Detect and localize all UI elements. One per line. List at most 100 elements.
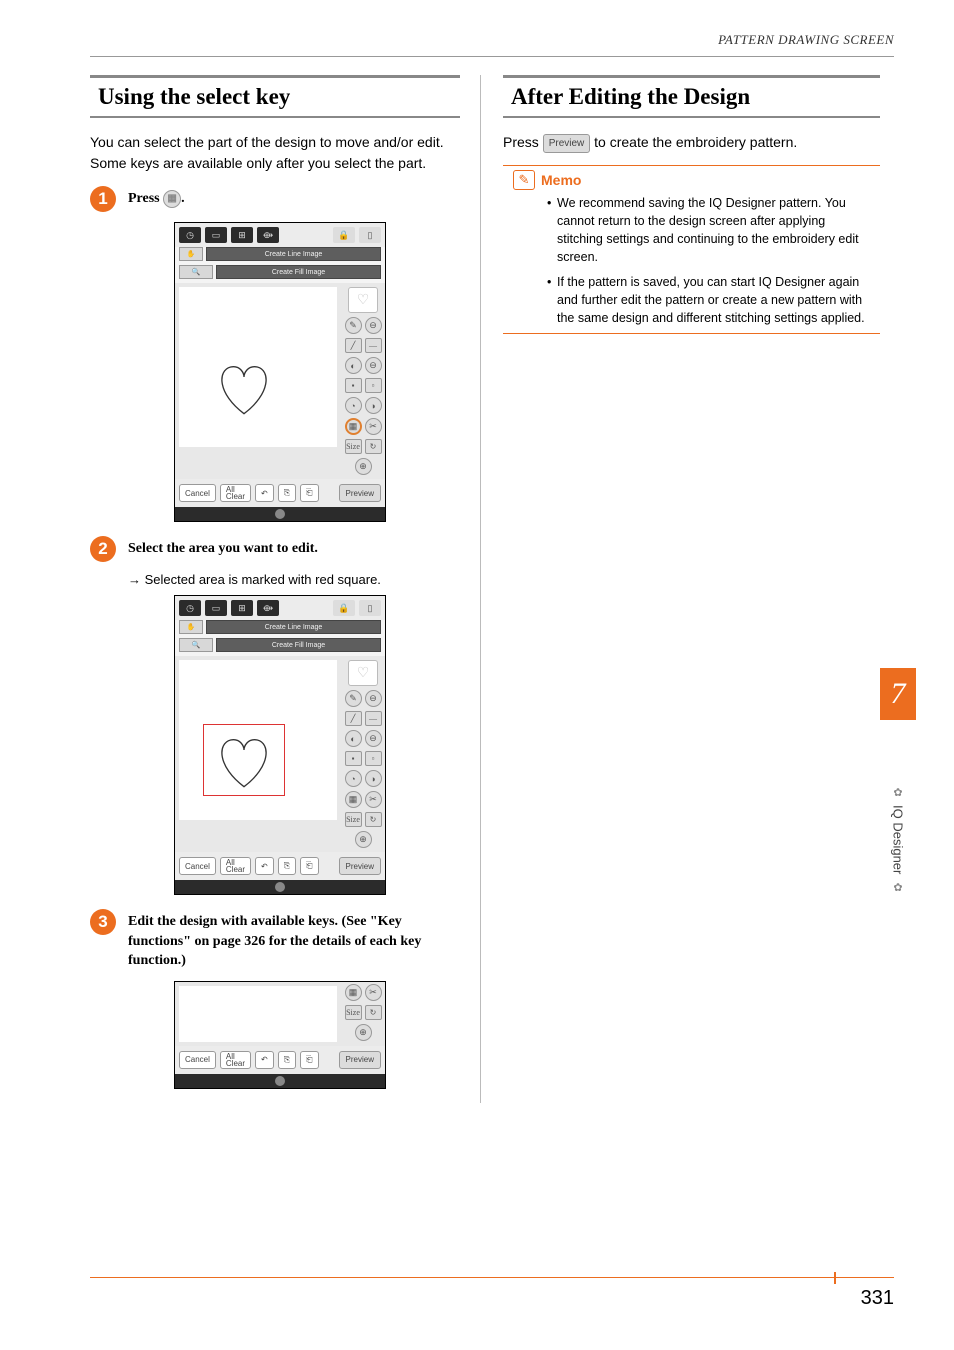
pen-icon: ✎ <box>345 317 362 334</box>
ss-row2b: 🔍 Create Fill Image <box>175 265 385 283</box>
extra-icon: ⊕ <box>355 458 372 475</box>
create-line-btn: Create Line Image <box>206 620 381 634</box>
step-number: 2 <box>90 536 116 562</box>
lock-icon: 🔒 <box>333 227 355 243</box>
allclear-btn: AllClear <box>220 1051 251 1069</box>
cut-icon: ✂ <box>365 984 382 1001</box>
preview-btn: Preview <box>339 484 381 502</box>
fill2-icon: ▫ <box>365 751 382 766</box>
doc2-icon: ▯ <box>359 227 381 243</box>
create-fill-btn: Create Fill Image <box>216 265 381 279</box>
usb-icon: ⊞ <box>231 227 253 243</box>
arrow-icon: → <box>128 572 145 587</box>
press-before: Press <box>503 134 543 150</box>
erase-icon: ⊖ <box>365 317 382 334</box>
canvas <box>179 986 337 1042</box>
preview-btn: Preview <box>339 857 381 875</box>
side-panel: ♡ ✎⊖ ╱— ◐⊖ ▪▫ ◔◑ ▦✂ Size↻ ⊕ <box>341 283 385 479</box>
step-3: 3 Edit the design with available keys. (… <box>90 909 460 971</box>
step-2-text: Select the area you want to edit. <box>128 536 318 559</box>
ss-bottom: Cancel AllClear ↶ ⎘ ⎗ Preview <box>175 479 385 507</box>
canvas <box>179 660 337 820</box>
brush-icon: ◐ <box>345 730 362 747</box>
memo-item: If the pattern is saved, you can start I… <box>547 273 880 327</box>
ss-bar <box>175 1074 385 1088</box>
screenshot-1: ◷ ▭ ⊞ ⟴ 🔒 ▯ ✋ Create Line Image 🔍 Create… <box>174 222 386 522</box>
ss-bar <box>175 880 385 894</box>
undo-btn: ↶ <box>255 484 274 502</box>
select-icon: ▦ <box>345 418 362 435</box>
cancel-btn: Cancel <box>179 484 216 502</box>
fill1-icon: ▪ <box>345 751 362 766</box>
step-2-sub: → Selected area is marked with red squar… <box>128 572 460 587</box>
step-1-after: . <box>181 191 185 206</box>
step-3-text: Edit the design with available keys. (Se… <box>128 909 460 971</box>
brush-icon: ◐ <box>345 357 362 374</box>
size-btn: Size <box>345 812 362 827</box>
doc2-icon: ▯ <box>359 600 381 616</box>
line2-icon: — <box>365 338 382 353</box>
size-btn: Size <box>345 439 362 454</box>
zoom-icon: 🔍 <box>179 265 213 279</box>
memo-rule-top <box>503 165 880 166</box>
memo-rule-bottom <box>503 333 880 334</box>
intro-text: You can select the part of the design to… <box>90 132 460 174</box>
extra-icon: ⊕ <box>355 1024 372 1041</box>
erase2-icon: ⊖ <box>365 730 382 747</box>
ss-bar <box>175 507 385 521</box>
footer-tick <box>834 1272 836 1284</box>
scan-icon: ⟴ <box>257 227 279 243</box>
zoom-icon: 🔍 <box>179 638 213 652</box>
cancel-btn: Cancel <box>179 857 216 875</box>
step-1: 1 Press ▦. <box>90 186 460 212</box>
ss-row2b: 🔍 Create Fill Image <box>175 638 385 656</box>
stamp-icon: ♡ <box>348 660 378 686</box>
fill2-icon: ▫ <box>365 378 382 393</box>
copy-btn: ⎘ <box>278 484 296 502</box>
hand-icon: ✋ <box>179 247 203 261</box>
page-number: 331 <box>861 1287 894 1310</box>
copy-btn: ⎘ <box>278 857 296 875</box>
memo-icon: ✎ <box>513 170 535 190</box>
ss-row2: ✋ Create Line Image <box>175 247 385 265</box>
allclear-btn: AllClear <box>220 857 251 875</box>
ss-toolbar: ◷ ▭ ⊞ ⟴ 🔒 ▯ <box>175 596 385 620</box>
memo-title: Memo <box>541 172 581 188</box>
left-column: Using the select key You can select the … <box>90 75 480 1103</box>
content-columns: Using the select key You can select the … <box>0 57 954 1103</box>
memo-list: We recommend saving the IQ Designer patt… <box>503 194 880 327</box>
ss-main: ▦✂ Size↻ ⊕ <box>175 982 385 1046</box>
erase2-icon: ⊖ <box>365 357 382 374</box>
press-text: Press Preview to create the embroidery p… <box>503 132 880 153</box>
rotate-btn: ↻ <box>365 812 382 827</box>
doc-icon: ▭ <box>205 600 227 616</box>
tool-icon: ◔ <box>345 397 362 414</box>
section-title-left: Using the select key <box>98 84 460 110</box>
doc-icon: ▭ <box>205 227 227 243</box>
step-1-text: Press ▦. <box>128 186 185 209</box>
footer-rule <box>90 1277 894 1278</box>
line2-icon: — <box>365 711 382 726</box>
screenshot-3: ▦✂ Size↻ ⊕ Cancel AllClear ↶ ⎘ ⎗ Preview <box>174 981 386 1089</box>
paste-btn: ⎗ <box>300 484 318 502</box>
screenshot-2: ◷ ▭ ⊞ ⟴ 🔒 ▯ ✋ Create Line Image 🔍 Create… <box>174 595 386 895</box>
deco-top-icon: ✿ <box>892 786 905 799</box>
step-number: 1 <box>90 186 116 212</box>
camera-icon: ◷ <box>179 227 201 243</box>
camera-icon: ◷ <box>179 600 201 616</box>
rotate-btn: ↻ <box>365 1005 382 1020</box>
chapter-label-text: IQ Designer <box>891 805 906 874</box>
step-2-sub-text: Selected area is marked with red square. <box>145 572 381 587</box>
side-panel: ♡ ✎⊖ ╱— ◐⊖ ▪▫ ◔◑ ▦✂ Size↻ ⊕ <box>341 656 385 852</box>
heart-shape-selected <box>209 730 279 790</box>
paste-btn: ⎗ <box>300 1051 318 1069</box>
select-key-icon: ▦ <box>163 190 181 208</box>
allclear-btn: AllClear <box>220 484 251 502</box>
tool2-icon: ◑ <box>365 397 382 414</box>
step-1-before: Press <box>128 191 163 206</box>
line1-icon: ╱ <box>345 711 362 726</box>
ss-row2: ✋ Create Line Image <box>175 620 385 638</box>
scan-icon: ⟴ <box>257 600 279 616</box>
preview-inline-btn: Preview <box>543 134 591 153</box>
section-title-wrap: Using the select key <box>90 75 460 118</box>
